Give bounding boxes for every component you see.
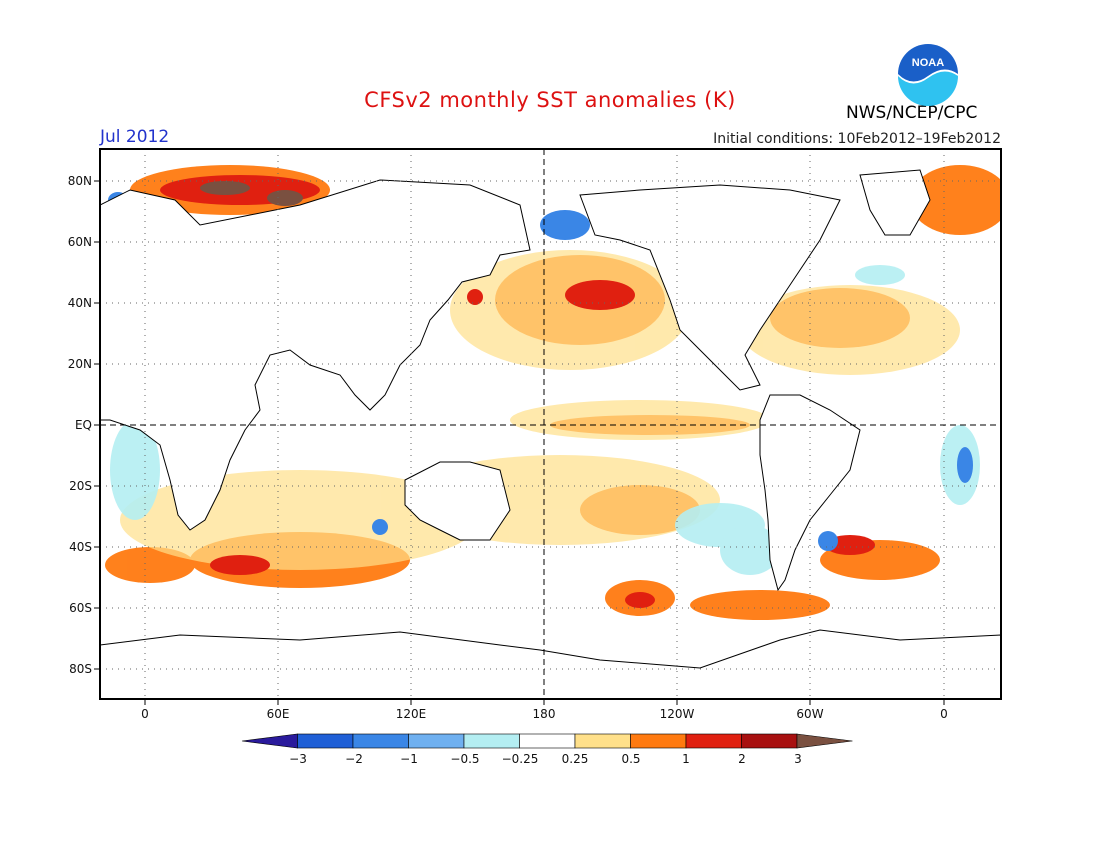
forecast-month: Jul 2012 bbox=[100, 127, 170, 147]
lon-label: 0 bbox=[141, 707, 149, 721]
colorbar-right-arrow bbox=[796, 733, 853, 749]
colorbar-swatch bbox=[519, 733, 576, 749]
lat-label: 80S bbox=[69, 662, 92, 676]
equator-dateline bbox=[100, 149, 1001, 699]
colorbar-label: 1 bbox=[682, 752, 690, 766]
colorbar-swatch bbox=[463, 733, 520, 749]
colorbar-label: 3 bbox=[794, 752, 802, 766]
lon-label: 120W bbox=[659, 707, 695, 721]
agency-label: NWS/NCEP/CPC bbox=[846, 103, 978, 123]
lat-label: EQ bbox=[74, 418, 92, 432]
noaa-logo-text: NOAA bbox=[912, 57, 944, 69]
lat-label: 20N bbox=[67, 357, 92, 371]
anomaly-field bbox=[100, 149, 1001, 699]
lat-label: 20S bbox=[69, 479, 92, 493]
lon-label: 60E bbox=[266, 707, 290, 721]
graticule bbox=[100, 149, 1001, 699]
colorbar-label: −0.5 bbox=[450, 752, 480, 766]
axis-ticks bbox=[94, 180, 945, 705]
lat-label: 40S bbox=[69, 540, 92, 554]
lon-label: 180 bbox=[532, 707, 556, 721]
colorbar-label: −2 bbox=[345, 752, 363, 766]
colorbar-label: 0.5 bbox=[621, 752, 641, 766]
lon-label: 60W bbox=[796, 707, 824, 721]
lon-label: 0 bbox=[940, 707, 948, 721]
colorbar-swatch bbox=[741, 733, 798, 749]
colorbar-label: −3 bbox=[289, 752, 307, 766]
lat-label: 60S bbox=[69, 601, 92, 615]
map-title: CFSv2 monthly SST anomalies (K) bbox=[364, 88, 736, 112]
colorbar-swatch bbox=[685, 733, 742, 749]
lat-label: 40N bbox=[67, 296, 92, 310]
colorbar-left-arrow bbox=[241, 733, 298, 749]
colorbar-label: −1 bbox=[400, 752, 418, 766]
lat-label: 60N bbox=[67, 235, 92, 249]
noaa-logo: NOAA bbox=[898, 44, 958, 106]
lat-label: 80N bbox=[67, 174, 92, 188]
land-outlines bbox=[100, 169, 1001, 699]
colorbar-swatch bbox=[352, 733, 409, 749]
colorbar-swatch bbox=[297, 733, 354, 749]
colorbar-swatch bbox=[408, 733, 465, 749]
lon-label: 120E bbox=[395, 707, 427, 721]
colorbar-label: 2 bbox=[738, 752, 746, 766]
colorbar-label: −0.25 bbox=[501, 752, 539, 766]
colorbar-swatch bbox=[574, 733, 631, 749]
map-frame bbox=[99, 148, 1002, 700]
initial-conditions: Initial conditions: 10Feb2012–19Feb2012 bbox=[713, 131, 1001, 147]
colorbar-swatch bbox=[630, 733, 687, 749]
colorbar-label: 0.25 bbox=[561, 752, 589, 766]
